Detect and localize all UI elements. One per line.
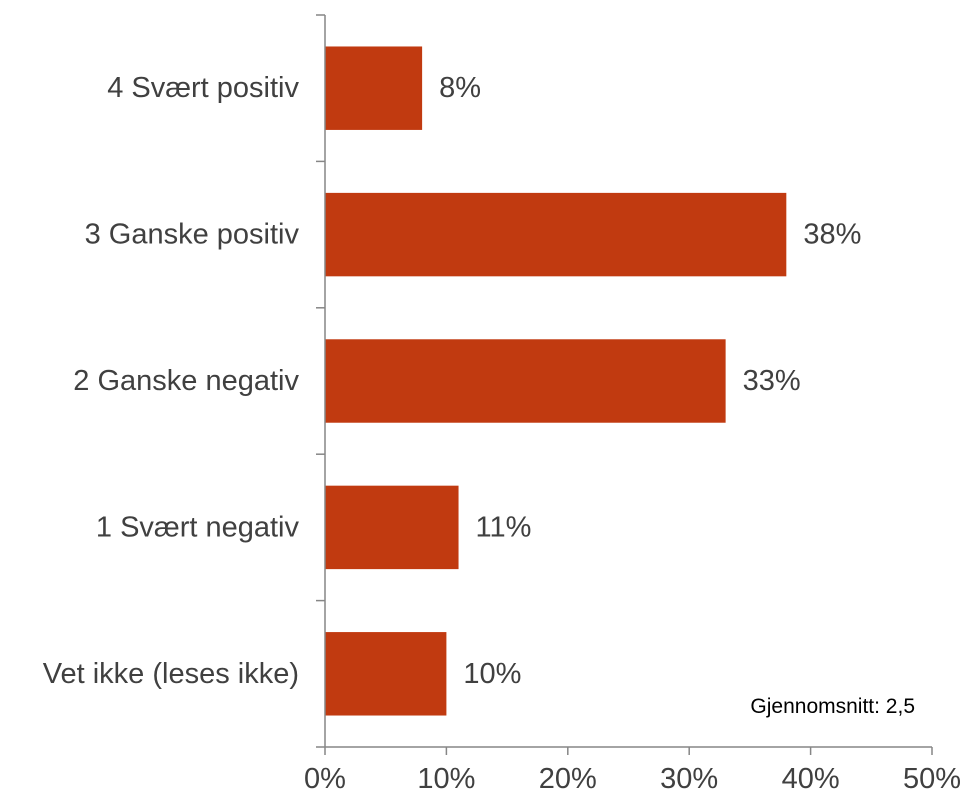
bar [325,339,726,423]
bar [325,485,459,570]
average-annotation: Gjennomsnitt: 2,5 [750,695,915,718]
x-tick-label: 0% [304,763,346,795]
category-label: 3 Ganske positiv [85,219,300,251]
x-tick-label: 50% [903,763,961,795]
bar [325,46,423,130]
value-label: 11% [476,511,532,543]
value-label: 38% [803,219,861,251]
axes-layer [316,14,933,755]
x-tick-label: 30% [660,763,718,795]
value-label: 33% [743,365,801,397]
category-label: Vet ikke (leses ikke) [43,658,299,690]
labels-layer: 4 Svært positiv 8% 3 Ganske positiv 38% 2 Ga… [43,72,961,795]
x-tick-label: 20% [539,763,597,795]
x-tick-label: 40% [782,763,840,795]
value-label: 8% [439,72,481,104]
category-label: 1 Svært negativ [96,511,300,543]
bar [325,192,787,277]
bars-layer [325,46,787,716]
bar [325,632,447,716]
category-label: 2 Ganske negativ [73,365,299,397]
x-tick-label: 10% [417,763,475,795]
category-label: 4 Svært positiv [107,72,299,104]
value-label: 10% [463,658,521,690]
